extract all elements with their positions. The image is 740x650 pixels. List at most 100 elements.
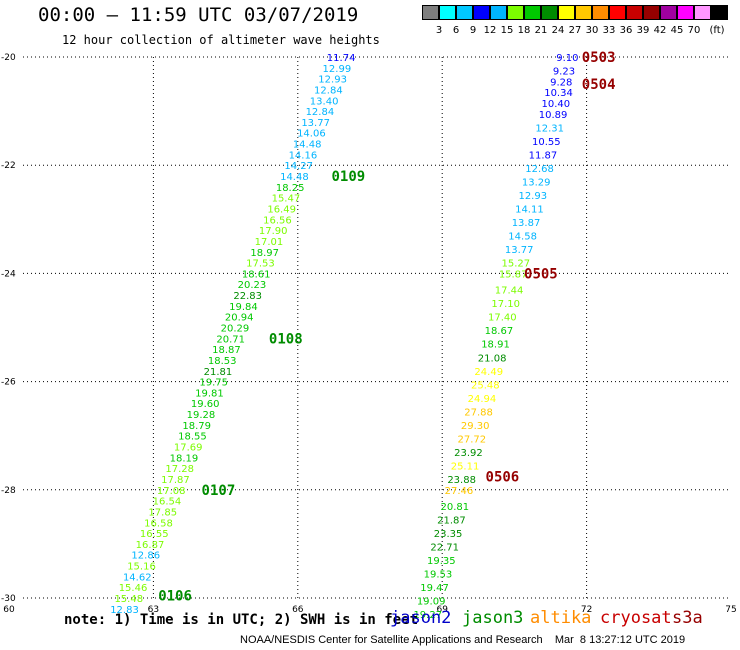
swh-value: 13.77 [301,118,330,129]
swh-value: 16.55 [140,529,169,540]
colorbar-swatch [575,5,592,20]
legend-altika: altika [530,608,592,628]
map-frame [9,57,731,598]
colorbar-label: 18 [517,25,531,36]
colorbar-label: 12 [483,25,497,36]
colorbar-label: 9 [469,25,477,36]
x-tick-label: 75 [725,605,736,615]
colorbar-swatch [609,5,626,20]
swh-value: 23.92 [454,448,483,459]
swh-value: 15.48 [114,594,143,605]
swh-value: 9.23 [553,67,575,78]
y-tick-label: -20 [1,53,16,63]
swh-value: 16.87 [136,540,165,551]
swh-value: 18.25 [276,183,305,194]
swh-value: 16.49 [267,204,296,215]
swh-value: 12.99 [323,64,352,75]
swh-value: 22.83 [233,291,262,302]
colorbar-swatch [490,5,507,20]
pass-label: 0106 [158,588,192,604]
legend-s3a: s3a [672,608,703,628]
colorbar-label: 33 [602,25,616,36]
swh-value: 18.79 [182,421,211,432]
swh-value: 18.55 [178,432,207,443]
swh-value: 24.49 [474,367,503,378]
swh-value: 14.06 [297,129,326,140]
swh-value: 18.67 [485,326,514,337]
legend-cryosat: cryosat [600,608,672,628]
colorbar-label: 39 [636,25,650,36]
colorbar-label: 6 [452,25,460,36]
colorbar-label: 27 [568,25,582,36]
colorbar-label: 15 [500,25,514,36]
y-tick-label: -22 [1,161,16,171]
swh-value: 21.87 [437,516,466,527]
colorbar-label: 36 [619,25,633,36]
y-tick-label: -30 [1,594,16,604]
swh-value: 18.61 [242,269,271,280]
swh-value: 10.89 [539,110,568,121]
swh-value: 19.09 [417,597,446,608]
swh-value: 16.56 [263,215,292,226]
swh-value: 18.19 [170,453,199,464]
colorbar-swatch [643,5,660,20]
swh-value: 12.84 [306,107,335,118]
swh-value: 17.08 [157,486,186,497]
colorbar-swatch [439,5,456,20]
swh-value: 17.10 [491,299,520,310]
y-tick-label: -28 [1,486,16,496]
swh-value: 27.88 [464,407,493,418]
swh-value: 23.35 [434,529,463,540]
swh-value: 15.46 [119,583,148,594]
swh-value: 17.28 [165,464,194,475]
swh-value: 21.08 [478,353,507,364]
credit-line: NOAA/NESDIS Center for Satellite Applica… [240,634,686,646]
swh-value: 13.77 [505,245,534,256]
colorbar-swatch [592,5,609,20]
swh-value: 18.97 [250,248,279,259]
colorbar-label: 70 [687,25,701,36]
pass-label: 0109 [331,169,365,185]
pass-label: 0505 [524,266,558,282]
swh-value: 14.48 [280,172,309,183]
swh-value: 21.81 [204,367,233,378]
colorbar-label: 21 [534,25,548,36]
swh-value: 17.40 [488,313,517,324]
x-tick-label: 69 [436,605,448,615]
swh-value: 27.46 [445,486,474,497]
swh-value: 19.81 [195,388,224,399]
pass-label: 0504 [582,77,616,93]
swh-value: 17.44 [495,286,524,297]
swh-value: 9.28 [550,77,572,88]
colorbar-swatch [626,5,643,20]
swh-value: 9.10 [556,53,578,64]
x-tick-label: 63 [148,605,159,615]
colorbar-label: 24 [551,25,565,36]
colorbar-swatch [711,5,728,20]
map-title: 00:00 — 11:59 UTC 03/07/2019 [38,4,359,26]
x-tick-label: 66 [292,605,304,615]
swh-value: 25.11 [451,461,480,472]
swh-value: 12.93 [518,191,547,202]
map-subtitle: 12 hour collection of altimeter wave hei… [62,33,380,47]
swh-value: 20.29 [221,324,250,335]
swh-value: 14.27 [284,161,313,172]
swh-value: 14.58 [508,232,537,243]
swh-value: 20.71 [216,334,245,345]
swh-value: 20.94 [225,313,254,324]
colorbar-swatch [558,5,575,20]
swh-value: 14.62 [123,572,152,583]
colorbar-swatch [677,5,694,20]
swh-value: 23.88 [447,475,476,486]
colorbar-label: 30 [585,25,599,36]
pass-label: 0108 [269,331,303,347]
colorbar-swatch [660,5,677,20]
swh-value: 19.27 [413,610,442,621]
swh-value: 19.60 [191,399,220,410]
colorbar-swatch [473,5,490,20]
swh-value: 13.29 [522,177,551,188]
swh-value: 12.93 [318,75,347,86]
swh-value: 11.74 [327,53,356,64]
swh-value: 14.11 [515,204,544,215]
